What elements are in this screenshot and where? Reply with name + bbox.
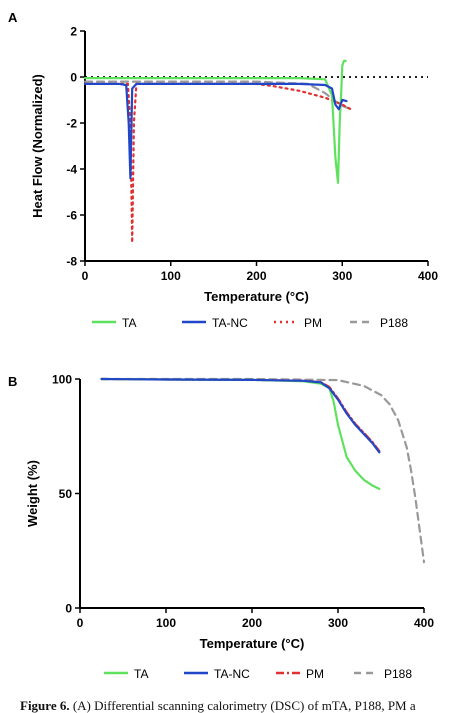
x-tick-label: 100 — [156, 616, 176, 630]
y-tick-label: -2 — [66, 117, 77, 131]
series-line-ta-nc — [100, 377, 381, 454]
series-line-ta-nc — [83, 82, 348, 180]
chart-panel-a: A 2 0 -2 -4 -6 -8 0 100 200 300 400 Temperature (°C)… — [8, 10, 438, 330]
x-tick-label: 200 — [242, 616, 262, 630]
y-tick-label: -8 — [66, 255, 77, 269]
x-tick-label: 400 — [414, 616, 434, 630]
series-line-p188 — [100, 377, 426, 564]
y-axis-title: Weight (%) — [25, 460, 40, 527]
legend-label: TA-NC — [214, 667, 250, 681]
legend-label: TA — [122, 316, 136, 330]
legend-label: PM — [304, 316, 322, 330]
legend-label: P188 — [384, 667, 412, 681]
x-axis-title: Temperature (°C) — [200, 636, 305, 651]
x-tick-label: 100 — [161, 269, 181, 283]
legend-label: TA — [134, 667, 148, 681]
y-tick-label: -6 — [66, 209, 77, 223]
x-tick-label: 300 — [328, 616, 348, 630]
series-line-pm — [100, 377, 381, 453]
x-tick-label: 200 — [246, 269, 266, 283]
caption-label: Figure 6. — [20, 698, 70, 713]
x-tick-label: 0 — [77, 616, 84, 630]
y-tick-label: 0 — [65, 602, 72, 616]
panel-label: A — [8, 10, 18, 25]
x-axis-title: Temperature (°C) — [204, 289, 309, 304]
chart-panel-b: B 100 50 00 100 200 300 400 Temperature (°C) Weig… — [8, 373, 434, 682]
y-tick-label: -4 — [66, 163, 77, 177]
x-tick-label: 400 — [418, 269, 438, 283]
figure-caption: Figure 6. (A) Differential scanning calo… — [20, 698, 474, 713]
y-tick-label: 0 — [70, 71, 77, 85]
y-axis-title: Heat Flow (Normalized) — [30, 74, 45, 218]
legend-label: TA-NC — [212, 316, 248, 330]
series-line-pm — [83, 82, 352, 244]
legend: TA TA-NC PM P188 — [104, 667, 412, 681]
x-tick-label: 300 — [332, 269, 352, 283]
series-line-ta — [83, 59, 347, 184]
legend-label: PM — [306, 667, 324, 681]
x-tick-label: 0 — [82, 269, 89, 283]
y-tick-label: 100 — [52, 373, 72, 387]
legend: TA TA-NC PM P188 — [92, 316, 408, 330]
caption-text: (A) Differential scanning calorimetry (D… — [69, 698, 416, 713]
y-tick-label: 2 — [70, 25, 77, 39]
series-line-ta — [100, 377, 381, 490]
legend-label: P188 — [380, 316, 408, 330]
panel-label: B — [8, 374, 17, 389]
y-tick-label: 50 — [59, 487, 73, 501]
